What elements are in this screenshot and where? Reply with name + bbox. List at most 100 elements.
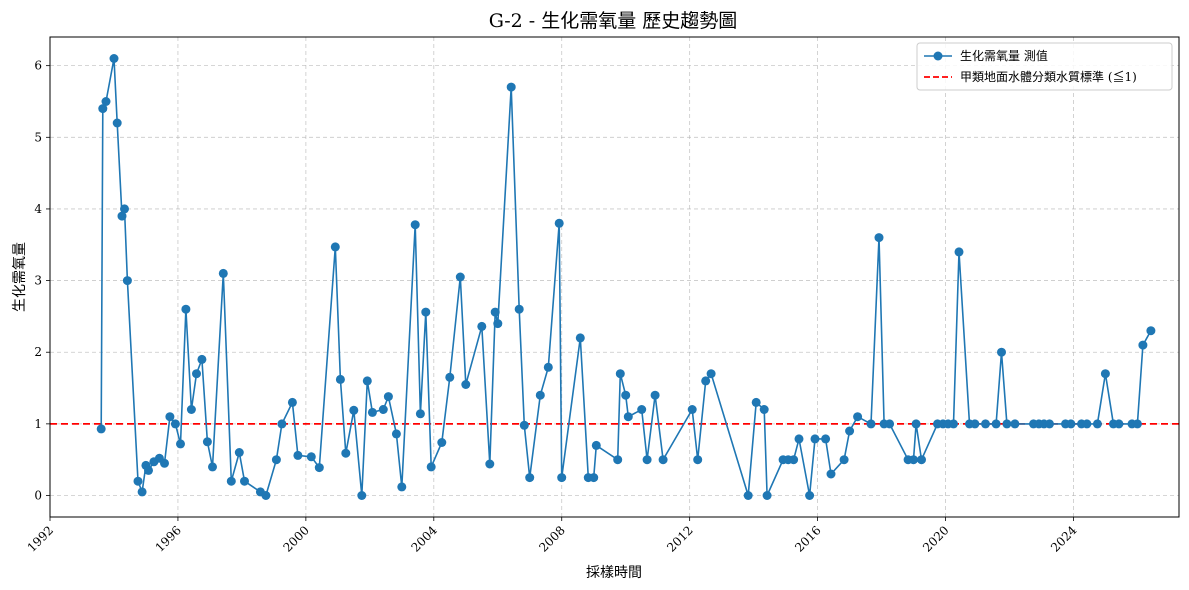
data-point bbox=[445, 372, 455, 382]
data-point bbox=[234, 448, 244, 457]
data-point bbox=[839, 455, 849, 465]
data-point bbox=[202, 437, 212, 447]
legend-box bbox=[916, 42, 1173, 91]
plot-frame bbox=[49, 36, 1180, 518]
series-layer bbox=[96, 54, 1156, 500]
x-axis-label: 採樣時間 bbox=[586, 564, 642, 581]
data-point bbox=[349, 405, 359, 415]
data-point bbox=[133, 476, 143, 486]
x-tick-label: 2008 bbox=[536, 523, 567, 554]
data-point bbox=[949, 419, 958, 429]
data-point bbox=[1146, 326, 1156, 336]
data-point bbox=[341, 448, 351, 458]
data-point bbox=[519, 420, 529, 430]
data-point bbox=[613, 455, 623, 465]
data-point bbox=[1092, 419, 1102, 429]
x-tick-label: 2000 bbox=[280, 523, 311, 554]
data-point bbox=[477, 321, 487, 331]
data-point bbox=[426, 462, 436, 472]
data-point bbox=[109, 54, 119, 63]
data-point bbox=[1114, 419, 1124, 429]
x-tick-label: 2012 bbox=[664, 523, 695, 554]
data-point bbox=[789, 455, 799, 465]
legend-label-measured: 生化需氧量 測值 bbox=[960, 48, 1048, 63]
data-point bbox=[455, 272, 465, 282]
chart-title: G-2 - 生化需氧量 歷史趨勢圖 bbox=[489, 10, 738, 32]
data-point bbox=[421, 307, 431, 317]
data-point bbox=[866, 419, 876, 429]
data-point bbox=[186, 405, 196, 414]
data-point bbox=[367, 407, 377, 417]
legend-label-standard: 甲類地面水體分類水質標準 (≦1) bbox=[960, 69, 1137, 84]
data-point bbox=[650, 390, 660, 400]
data-point bbox=[378, 405, 388, 414]
data-point bbox=[954, 247, 964, 257]
y-tick-label: 6 bbox=[34, 59, 42, 73]
data-point bbox=[970, 419, 980, 429]
data-point bbox=[437, 438, 447, 447]
y-tick-label: 5 bbox=[34, 130, 42, 144]
data-point bbox=[543, 362, 553, 372]
x-tick-label: 2004 bbox=[408, 523, 440, 555]
data-point bbox=[991, 419, 1001, 429]
data-point bbox=[485, 459, 495, 469]
data-point bbox=[554, 218, 564, 228]
y-tick-label: 1 bbox=[34, 417, 42, 431]
data-point bbox=[642, 455, 652, 465]
data-point bbox=[821, 434, 831, 444]
data-point bbox=[101, 97, 111, 106]
y-axis: 0 1 2 3 4 5 6 bbox=[34, 59, 50, 503]
data-point bbox=[415, 409, 425, 419]
data-point bbox=[794, 434, 804, 444]
data-point bbox=[357, 491, 367, 500]
data-point bbox=[117, 211, 127, 221]
data-point bbox=[615, 369, 625, 379]
data-point bbox=[461, 380, 471, 389]
y-tick-label: 4 bbox=[34, 202, 42, 216]
data-point bbox=[240, 476, 249, 486]
data-point bbox=[874, 233, 884, 243]
data-point bbox=[637, 405, 647, 414]
data-point bbox=[314, 463, 324, 473]
data-point bbox=[137, 487, 147, 497]
data-point bbox=[1132, 419, 1142, 429]
data-point bbox=[287, 397, 297, 407]
data-point bbox=[383, 392, 393, 402]
data-point bbox=[165, 412, 175, 422]
data-point bbox=[1002, 419, 1012, 429]
data-point bbox=[693, 455, 703, 465]
data-point bbox=[743, 491, 753, 500]
data-point bbox=[96, 424, 106, 434]
data-point bbox=[192, 369, 201, 379]
data-point bbox=[826, 469, 836, 479]
grid-lines bbox=[49, 37, 1179, 517]
data-point bbox=[658, 455, 668, 465]
y-tick-label: 3 bbox=[34, 274, 42, 288]
data-point bbox=[410, 220, 420, 230]
data-point bbox=[1100, 369, 1110, 379]
data-point bbox=[575, 333, 585, 343]
data-point bbox=[306, 452, 316, 462]
data-point bbox=[525, 473, 535, 483]
data-point bbox=[261, 491, 271, 500]
data-point bbox=[1082, 419, 1092, 429]
data-point bbox=[623, 412, 633, 422]
data-point bbox=[701, 376, 711, 386]
data-point bbox=[493, 319, 503, 329]
data-point bbox=[514, 304, 524, 314]
x-tick-label: 2020 bbox=[920, 523, 951, 554]
measured-series-line bbox=[100, 58, 1152, 497]
data-point bbox=[120, 204, 129, 214]
data-point bbox=[293, 450, 303, 460]
data-point bbox=[170, 419, 180, 429]
data-point bbox=[218, 268, 228, 278]
y-axis-label: 生化需氧量 bbox=[12, 242, 28, 312]
legend-marker-measured bbox=[933, 51, 943, 61]
data-point bbox=[917, 455, 926, 465]
data-point bbox=[122, 276, 132, 286]
data-point bbox=[706, 369, 716, 379]
data-point bbox=[112, 118, 122, 128]
data-point bbox=[160, 458, 169, 468]
y-tick-label: 0 bbox=[34, 489, 42, 503]
